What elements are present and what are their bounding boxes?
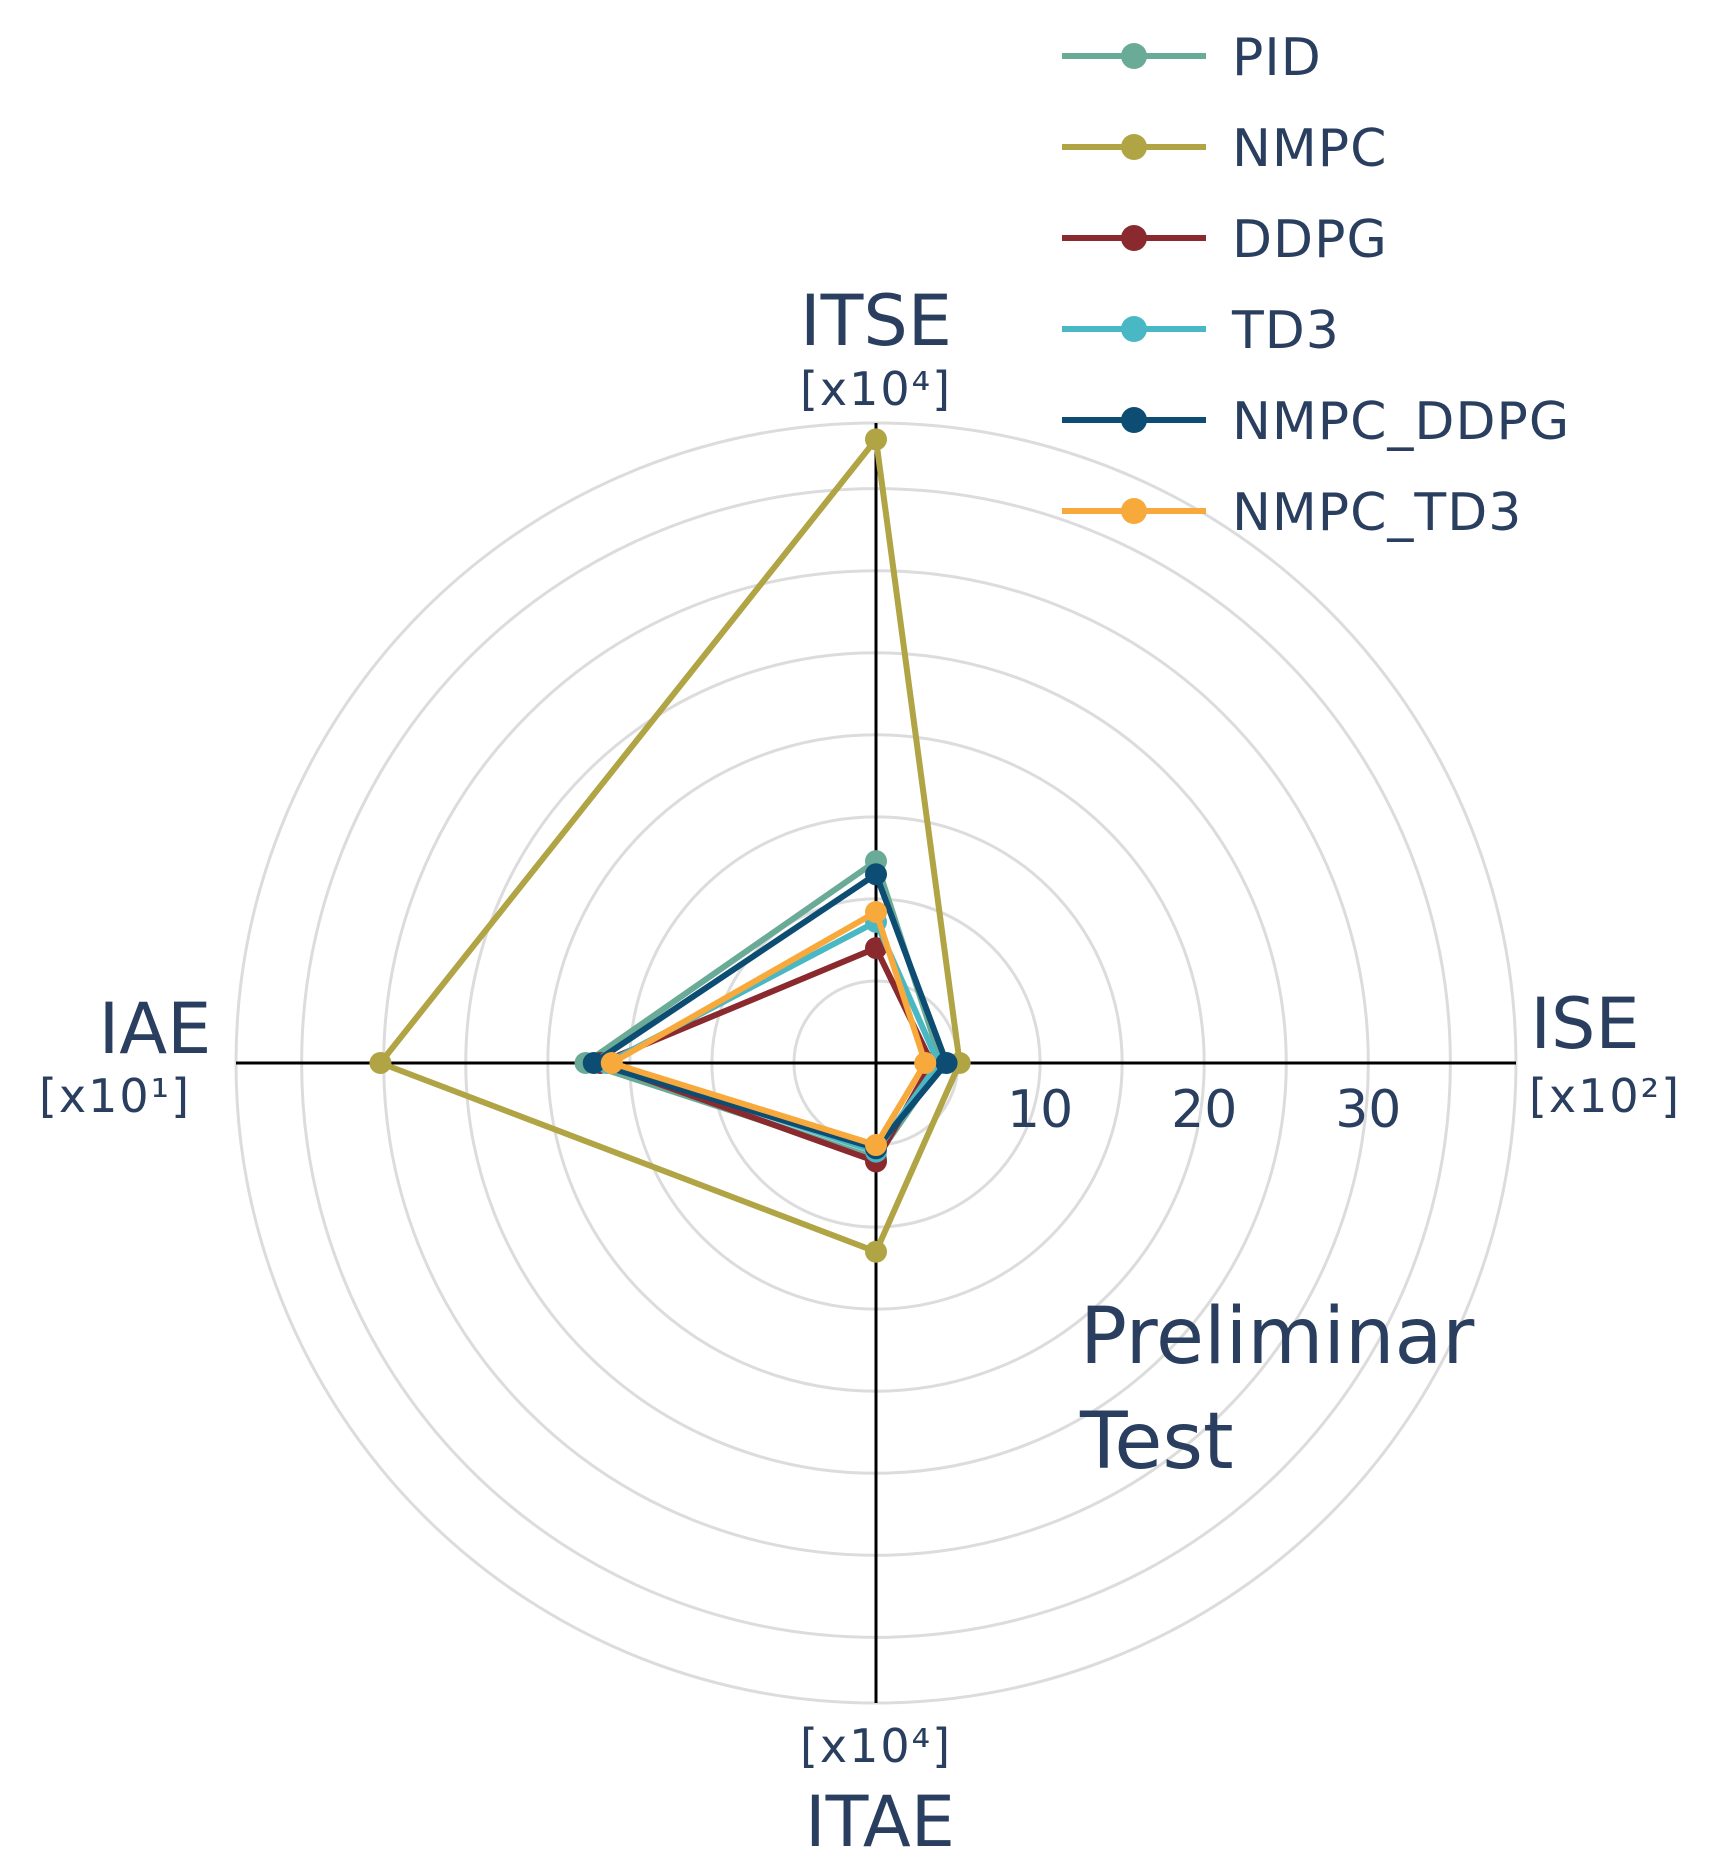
axis-title-itae: ITAE: [805, 1781, 955, 1863]
legend-label: DDPG: [1232, 210, 1388, 270]
tick-label-20: 20: [1171, 1080, 1237, 1140]
legend[interactable]: PID NMPC DDPG TD3 NMPC_DDPG NMPC_TD3: [1062, 28, 1570, 543]
legend-item-nmpc-ddpg[interactable]: NMPC_DDPG: [1062, 392, 1570, 452]
legend-item-nmpc[interactable]: NMPC: [1062, 119, 1387, 179]
point-nmpc-td3-ise: [914, 1052, 937, 1074]
legend-item-td3[interactable]: TD3: [1062, 301, 1340, 361]
legend-swatch-marker: [1121, 316, 1147, 342]
radial-tick-labels: 10 20 30: [1007, 1080, 1401, 1140]
point-ddpg-itse: [865, 937, 887, 960]
legend-item-nmpc-td3[interactable]: NMPC_TD3: [1062, 483, 1522, 543]
legend-swatch-marker: [1121, 498, 1147, 524]
tick-label-30: 30: [1335, 1080, 1401, 1140]
point-nmpc-ddpg-ise: [935, 1052, 958, 1074]
axis-unit-itse: [x10⁴]: [800, 362, 952, 416]
legend-item-ddpg[interactable]: DDPG: [1062, 210, 1388, 270]
point-nmpc-ddpg-iae: [582, 1052, 605, 1074]
legend-label: NMPC_TD3: [1232, 483, 1522, 543]
point-nmpc-td3-itse: [865, 901, 887, 924]
axis-unit-ise: [x10²]: [1529, 1069, 1681, 1123]
legend-swatch-marker: [1121, 134, 1147, 160]
point-nmpc-itae: [865, 1240, 887, 1263]
axis-title-iae: IAE: [99, 988, 212, 1070]
annotation: Preliminar Test: [1079, 1292, 1475, 1487]
series-nmpc-td3: [600, 901, 937, 1157]
point-nmpc-itse: [865, 428, 887, 451]
series-line-nmpc-ddpg: [586, 869, 950, 1152]
legend-label: PID: [1232, 28, 1322, 88]
point-nmpc-td3-itae: [865, 1134, 887, 1157]
annotation-line-1: Preliminar: [1080, 1292, 1475, 1382]
legend-label: TD3: [1231, 301, 1340, 361]
legend-label: NMPC_DDPG: [1232, 392, 1570, 452]
axis-title-itse: ITSE: [800, 280, 952, 362]
axis-labels: ISE[x10²]ITSE[x10⁴]IAE[x10¹]ITAE[x10⁴]: [39, 280, 1681, 1863]
series-group: [369, 428, 971, 1263]
legend-swatch-marker: [1121, 43, 1147, 69]
legend-swatch-marker: [1121, 225, 1147, 251]
legend-item-pid[interactable]: PID: [1062, 28, 1322, 88]
axis-unit-iae: [x10¹]: [39, 1069, 191, 1123]
point-nmpc-td3-iae: [600, 1052, 623, 1074]
point-nmpc-ddpg-itse: [865, 863, 887, 886]
series-line-nmpc: [375, 432, 963, 1256]
axis-title-ise: ISE: [1530, 983, 1639, 1065]
legend-label: NMPC: [1232, 119, 1387, 179]
tick-label-10: 10: [1007, 1080, 1073, 1140]
point-nmpc-iae: [369, 1052, 392, 1074]
angular-axes: [236, 423, 1516, 1703]
annotation-line-2: Test: [1079, 1397, 1234, 1487]
legend-swatch-marker: [1121, 407, 1147, 433]
axis-unit-itae: [x10⁴]: [800, 1719, 952, 1773]
